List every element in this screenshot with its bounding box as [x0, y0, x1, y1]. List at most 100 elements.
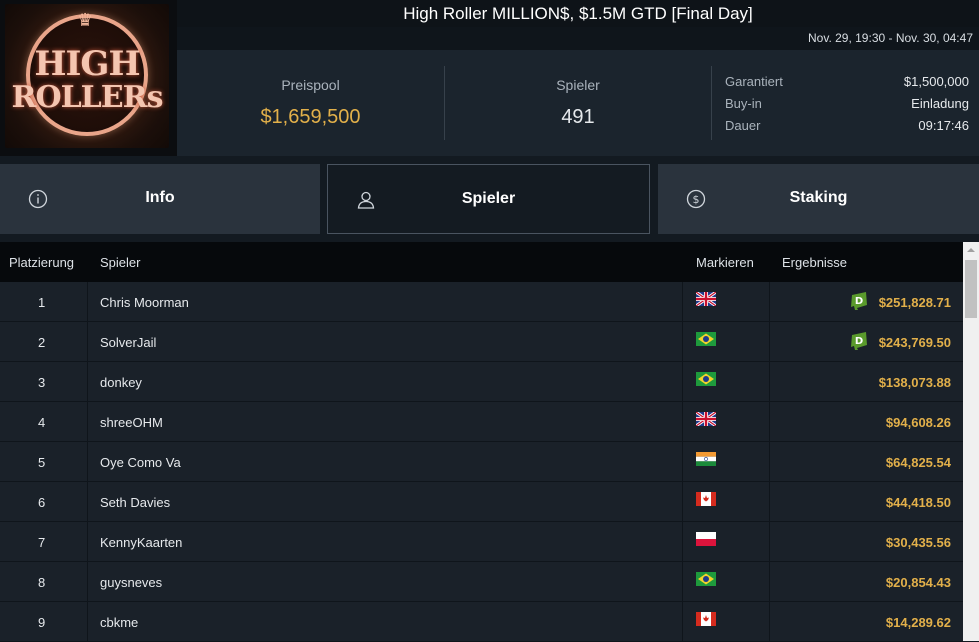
arrow-up-icon — [967, 248, 975, 252]
table-row[interactable]: 8 guysneves $20,854.43 — [0, 562, 963, 602]
result-cell: $20,854.43 — [885, 575, 951, 590]
detail-row: Dauer 09:17:46 — [725, 118, 969, 140]
result-cell: $138,073.88 — [878, 375, 951, 390]
tournament-title: High Roller MILLION$, $1.5M GTD [Final D… — [403, 4, 753, 23]
detail-value: $1,500,000 — [903, 74, 969, 89]
prizepool-stat: Preispool $1,659,500 — [177, 50, 444, 156]
place-cell: 5 — [38, 455, 46, 470]
place-cell: 3 — [38, 375, 46, 390]
result-cell: $94,608.26 — [885, 415, 951, 430]
table-row[interactable]: 2 SolverJail D $243,769.50 — [0, 322, 963, 362]
divider — [444, 66, 445, 140]
result-cell: $243,769.50 — [878, 335, 951, 350]
table-header: Platzierung Spieler Markieren Ergebnisse — [0, 242, 963, 282]
flag-gb-icon — [696, 292, 716, 306]
player-name[interactable]: donkey — [100, 375, 142, 390]
tab-bar: Info Spieler $ Staking — [0, 163, 979, 235]
logo-line1: HIGH — [34, 44, 140, 84]
prizepool-value: $1,659,500 — [260, 106, 361, 128]
prizepool-label: Preispool — [281, 77, 340, 93]
column-divider — [87, 282, 88, 641]
players-value: 491 — [561, 106, 595, 128]
header-place[interactable]: Platzierung — [9, 255, 75, 270]
player-name[interactable]: Oye Como Va — [100, 455, 181, 470]
logo-image: ♛ HIGH ROLLERs — [5, 4, 169, 148]
detail-label: Buy-in — [725, 96, 762, 111]
player-name[interactable]: Chris Moorman — [100, 295, 189, 310]
user-icon — [357, 191, 375, 209]
stats-panel: Preispool $1,659,500 Spieler 491 Garanti… — [177, 50, 979, 156]
divider — [711, 66, 712, 140]
player-name[interactable]: KennyKaarten — [100, 535, 183, 550]
column-divider — [769, 282, 770, 641]
header-result[interactable]: Ergebnisse — [782, 255, 848, 270]
place-cell: 9 — [38, 615, 46, 630]
flag-in-icon — [696, 452, 716, 466]
result-cell: $30,435.56 — [885, 535, 951, 550]
staking-badge-icon[interactable]: D — [849, 291, 869, 311]
player-name[interactable]: cbkme — [100, 615, 139, 630]
flag-ca-icon — [696, 492, 716, 506]
svg-text:$: $ — [693, 193, 700, 206]
player-name[interactable]: shreeOHM — [100, 415, 163, 430]
tab-label: Spieler — [461, 190, 516, 207]
flag-br-icon — [696, 332, 716, 346]
place-cell: 6 — [38, 495, 46, 510]
player-name[interactable]: SolverJail — [100, 335, 157, 350]
tab-label: Info — [145, 189, 175, 206]
flag-br-icon — [696, 572, 716, 586]
column-divider — [682, 282, 683, 641]
player-name[interactable]: guysneves — [100, 575, 163, 590]
tab-info[interactable]: Info — [0, 164, 320, 234]
result-cell: $44,418.50 — [885, 495, 951, 510]
table-row[interactable]: 6 Seth Davies $44,418.50 — [0, 482, 963, 522]
tab-players[interactable]: Spieler — [327, 164, 650, 234]
table-row[interactable]: 9 cbkme $14,289.62 — [0, 602, 963, 642]
player-name[interactable]: Seth Davies — [100, 495, 171, 510]
header-player[interactable]: Spieler — [100, 255, 141, 270]
table-row[interactable]: 7 KennyKaarten $30,435.56 — [0, 522, 963, 562]
flag-gb-icon — [696, 412, 716, 426]
flag-br-icon — [696, 372, 716, 386]
place-cell: 7 — [38, 535, 46, 550]
tournament-details: Garantiert $1,500,000 Buy-in Einladung D… — [725, 74, 969, 140]
players-label: Spieler — [556, 77, 600, 93]
results-table: Platzierung Spieler Markieren Ergebnisse… — [0, 242, 963, 642]
date-bar: Nov. 29, 19:30 - Nov. 30, 04:47 — [177, 27, 979, 50]
flag-pl-icon — [696, 532, 716, 546]
dollar-coin-icon: $ — [686, 189, 706, 209]
detail-row: Buy-in Einladung — [725, 96, 969, 118]
detail-label: Dauer — [725, 118, 761, 133]
tournament-logo: ♛ HIGH ROLLERs — [0, 0, 177, 156]
detail-label: Garantiert — [725, 74, 783, 89]
table-row[interactable]: 4 shreeOHM $94,608.26 — [0, 402, 963, 442]
result-cell: $14,289.62 — [885, 615, 951, 630]
place-cell: 4 — [38, 415, 46, 430]
header-flag[interactable]: Markieren — [696, 255, 754, 270]
logo-line2: ROLLERs — [11, 80, 164, 115]
tab-label: Staking — [789, 189, 848, 206]
svg-text:D: D — [855, 336, 863, 347]
svg-text:D: D — [855, 296, 863, 307]
place-cell: 1 — [38, 295, 46, 310]
place-cell: 8 — [38, 575, 46, 590]
detail-row: Garantiert $1,500,000 — [725, 74, 969, 96]
scroll-up-arrow[interactable] — [963, 242, 979, 258]
result-cell: $251,828.71 — [878, 295, 951, 310]
flag-ca-icon — [696, 612, 716, 626]
scroll-thumb[interactable] — [965, 260, 977, 318]
players-stat: Spieler 491 — [445, 50, 711, 156]
table-row[interactable]: 5 Oye Como Va $64,825.54 — [0, 442, 963, 482]
place-cell: 2 — [38, 335, 46, 350]
tab-staking[interactable]: $ Staking — [658, 164, 979, 234]
date-range: Nov. 29, 19:30 - Nov. 30, 04:47 — [808, 31, 973, 45]
scrollbar[interactable] — [963, 242, 979, 641]
result-cell: $64,825.54 — [885, 455, 951, 470]
table-row[interactable]: 1 Chris Moorman D $251,828.71 — [0, 282, 963, 322]
info-icon — [28, 189, 48, 209]
table-row[interactable]: 3 donkey $138,073.88 — [0, 362, 963, 402]
staking-badge-icon[interactable]: D — [849, 331, 869, 351]
detail-value: 09:17:46 — [918, 118, 969, 133]
crown-icon: ♛ — [77, 10, 94, 30]
detail-value: Einladung — [911, 96, 969, 111]
